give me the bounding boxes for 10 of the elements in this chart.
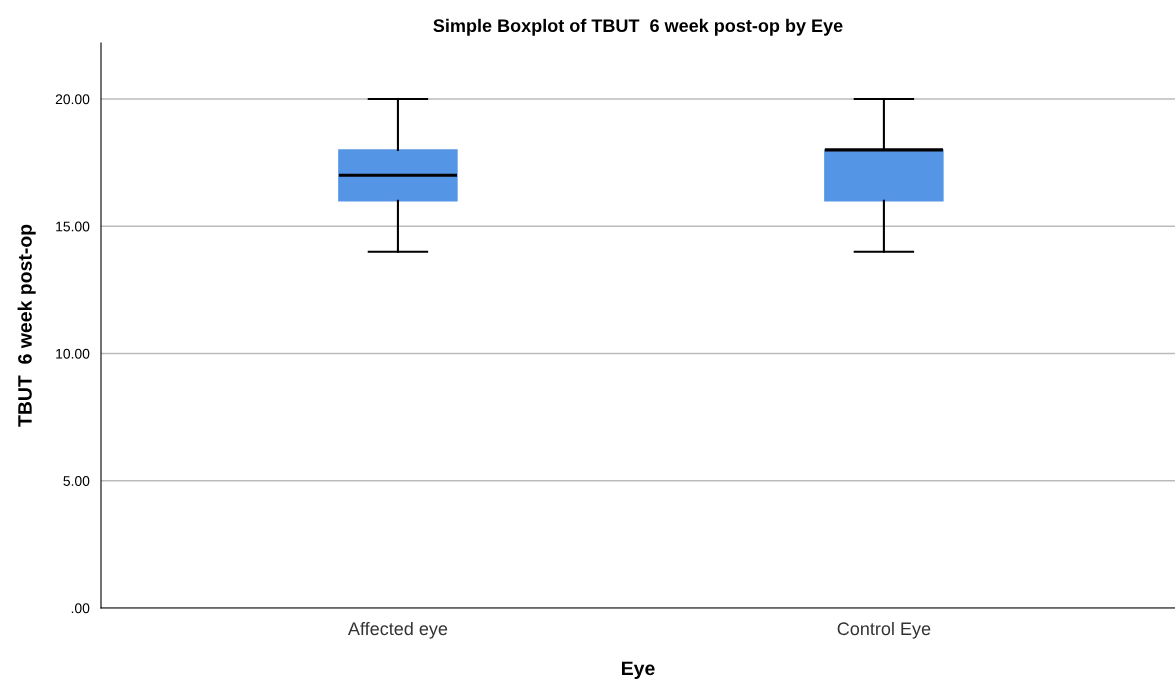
y-tick-label: 5.00	[63, 476, 90, 486]
y-tick-label: .00	[71, 603, 90, 614]
y-axis-title: TBUT 6 week post-op	[17, 224, 36, 427]
y-tick-label: 15.00	[56, 221, 90, 232]
chart-title: Simple Boxplot of TBUT 6 week post-op by Eye	[433, 18, 843, 36]
x-tick-label: Control Eye	[837, 621, 931, 639]
x-tick-label: Affected eye	[347, 621, 448, 639]
y-tick-label: 10.00	[56, 348, 90, 359]
y-tick-label: 20.00	[55, 94, 90, 105]
x-axis-title: Eye	[622, 661, 655, 680]
